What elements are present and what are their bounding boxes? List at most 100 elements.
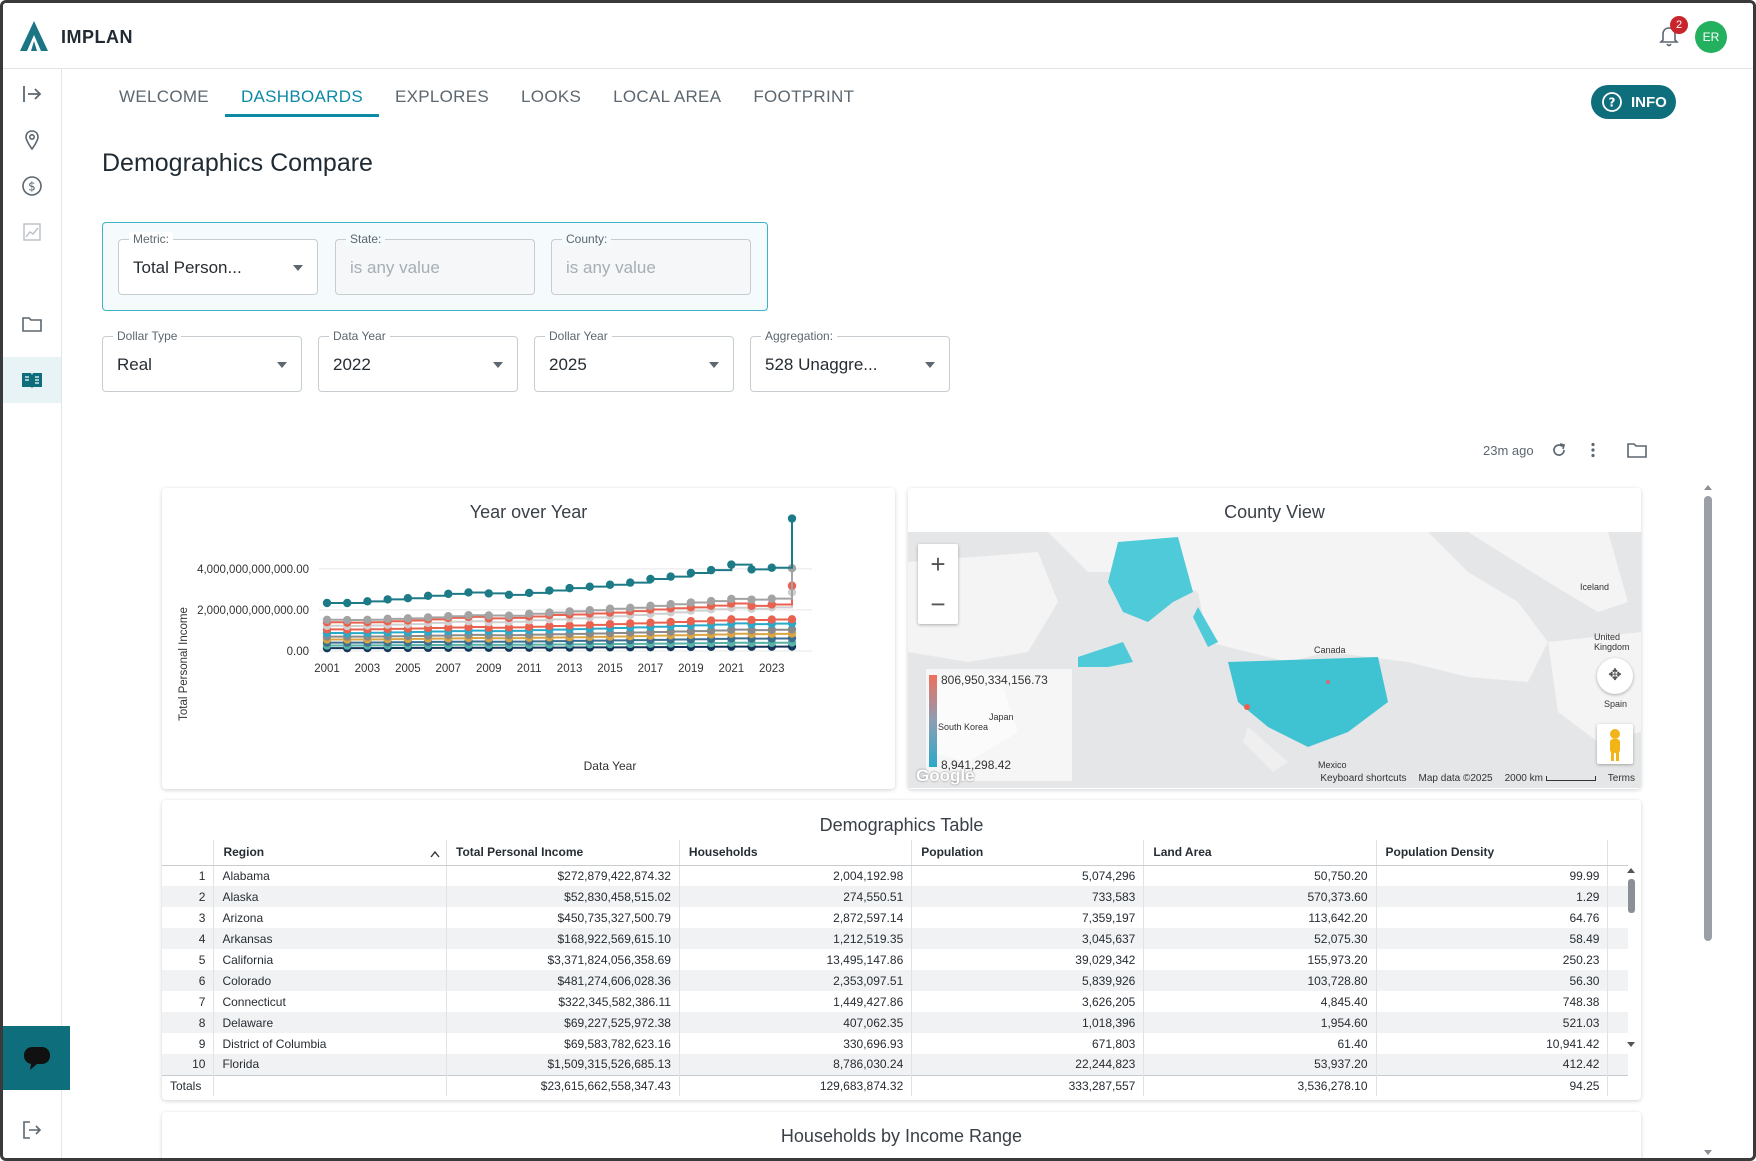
- data-point[interactable]: [524, 622, 534, 631]
- table-row[interactable]: 9 District of Columbia $69,583,782,623.16 3…: [162, 1033, 1628, 1054]
- table-scrollbar[interactable]: [1625, 866, 1637, 1078]
- table-row[interactable]: 2 Alaska $52,830,458,515.02 274,550.51 733,5…: [162, 886, 1628, 907]
- table-row[interactable]: 4 Arkansas $168,922,569,615.10 1,212,519.35…: [162, 928, 1628, 949]
- zoom-out-button[interactable]: −: [930, 589, 946, 619]
- user-avatar[interactable]: ER: [1695, 21, 1727, 53]
- data-point[interactable]: [464, 611, 473, 620]
- data-point[interactable]: [646, 574, 655, 584]
- data-point[interactable]: [706, 626, 716, 635]
- data-point[interactable]: [444, 612, 453, 621]
- table-row[interactable]: 1 Alabama $272,879,422,874.32 2,004,192.98 5…: [162, 865, 1628, 886]
- table-row[interactable]: 8 Delaware $69,227,525,972.38 407,062.35 1,0…: [162, 1012, 1628, 1033]
- tab-explores[interactable]: EXPLORES: [394, 87, 490, 106]
- dollar-year-filter[interactable]: Dollar Year 2025: [534, 329, 734, 392]
- data-point[interactable]: [646, 601, 655, 611]
- data-point[interactable]: [403, 594, 413, 603]
- data-point[interactable]: [706, 565, 716, 575]
- tab-footprint[interactable]: FOOTPRINT: [753, 87, 855, 106]
- data-point[interactable]: [545, 621, 554, 631]
- data-point[interactable]: [727, 560, 736, 569]
- more-vertical-icon[interactable]: [1584, 441, 1602, 459]
- tab-welcome[interactable]: WELCOME: [119, 87, 209, 106]
- data-point[interactable]: [504, 590, 514, 600]
- series-line[interactable]: [327, 568, 793, 622]
- table-row[interactable]: 5 California $3,371,824,056,358.69 13,495,1…: [162, 949, 1628, 970]
- dollar-type-filter[interactable]: Dollar Type Real: [102, 329, 302, 392]
- chat-support-button[interactable]: [3, 1026, 70, 1090]
- table-row[interactable]: 3 Arizona $450,735,327,500.79 2,872,597.14 7…: [162, 907, 1628, 928]
- data-point[interactable]: [565, 607, 574, 616]
- data-point[interactable]: [605, 604, 615, 613]
- data-point[interactable]: [605, 580, 615, 589]
- data-point[interactable]: [767, 563, 776, 572]
- data-point[interactable]: [343, 598, 352, 608]
- data-point[interactable]: [686, 626, 696, 636]
- data-point[interactable]: [545, 608, 554, 617]
- series-line[interactable]: [327, 518, 793, 604]
- data-point[interactable]: [706, 616, 716, 625]
- data-point[interactable]: [524, 588, 534, 598]
- column-header-region[interactable]: Region: [213, 840, 448, 866]
- scroll-down-arrow-icon[interactable]: [1703, 1149, 1713, 1157]
- data-point[interactable]: [383, 595, 392, 604]
- zoom-in-button[interactable]: +: [930, 549, 946, 579]
- page-scrollbar[interactable]: [1703, 483, 1713, 1158]
- data-point[interactable]: [504, 611, 514, 620]
- data-point[interactable]: [626, 603, 635, 612]
- data-point[interactable]: [322, 598, 332, 608]
- data-point[interactable]: [666, 572, 675, 581]
- data-point[interactable]: [727, 625, 736, 634]
- map-pan-control-icon[interactable]: ✥: [1597, 658, 1633, 694]
- data-point[interactable]: [423, 591, 433, 600]
- data-point[interactable]: [666, 617, 675, 627]
- info-button[interactable]: ? INFO: [1591, 85, 1676, 119]
- data-year-filter[interactable]: Data Year 2022: [318, 329, 518, 392]
- data-point[interactable]: [767, 615, 776, 624]
- data-point[interactable]: [727, 594, 736, 604]
- data-point[interactable]: [666, 600, 675, 609]
- data-point[interactable]: [747, 601, 756, 611]
- table-scrollbar-thumb[interactable]: [1628, 879, 1635, 913]
- data-point[interactable]: [403, 614, 413, 623]
- data-point[interactable]: [565, 583, 574, 593]
- data-point[interactable]: [626, 578, 635, 587]
- data-point[interactable]: [585, 582, 595, 591]
- table-row[interactable]: 6 Colorado $481,274,606,028.36 2,353,097.51…: [162, 970, 1628, 991]
- metric-filter[interactable]: Metric: Total Person...: [118, 232, 318, 295]
- folder-icon[interactable]: [19, 311, 45, 337]
- data-point[interactable]: [686, 598, 696, 607]
- data-point[interactable]: [767, 600, 776, 609]
- data-point[interactable]: [524, 609, 534, 618]
- data-point[interactable]: [484, 589, 493, 598]
- data-point[interactable]: [646, 618, 655, 627]
- data-point[interactable]: [747, 565, 756, 574]
- table-row[interactable]: 10 Florida $1,509,315,526,685.13 8,786,030.…: [162, 1054, 1628, 1075]
- data-point[interactable]: [484, 611, 493, 620]
- data-point[interactable]: [787, 625, 797, 634]
- column-header-population[interactable]: Population: [911, 840, 1145, 866]
- data-point[interactable]: [423, 613, 433, 622]
- data-point[interactable]: [686, 617, 696, 626]
- aggregation-filter[interactable]: Aggregation: 528 Unaggre...: [750, 329, 950, 392]
- street-view-pegman-icon[interactable]: [1597, 724, 1633, 764]
- data-point[interactable]: [767, 594, 776, 603]
- expand-sidebar-icon[interactable]: [19, 81, 45, 107]
- data-point[interactable]: [706, 596, 716, 606]
- data-point[interactable]: [363, 597, 372, 606]
- data-point[interactable]: [767, 625, 776, 634]
- keyboard-shortcuts-link[interactable]: Keyboard shortcuts: [1320, 773, 1407, 784]
- chart-line-icon[interactable]: [19, 219, 45, 245]
- data-point[interactable]: [464, 622, 473, 632]
- data-point[interactable]: [343, 615, 352, 625]
- terms-link[interactable]: Terms: [1607, 773, 1635, 784]
- series-line[interactable]: [327, 645, 793, 650]
- page-scrollbar-thumb[interactable]: [1704, 496, 1712, 941]
- data-point[interactable]: [626, 619, 635, 628]
- county-map[interactable]: + − 806,950,334,156.73 8,941,298.42 Icel…: [908, 532, 1641, 788]
- data-point[interactable]: [363, 615, 372, 624]
- refresh-icon[interactable]: [1550, 441, 1568, 459]
- county-filter[interactable]: County: is any value: [551, 232, 751, 295]
- implan-logo[interactable]: [17, 19, 51, 53]
- tab-looks[interactable]: LOOKS: [521, 87, 582, 106]
- data-point[interactable]: [686, 568, 696, 578]
